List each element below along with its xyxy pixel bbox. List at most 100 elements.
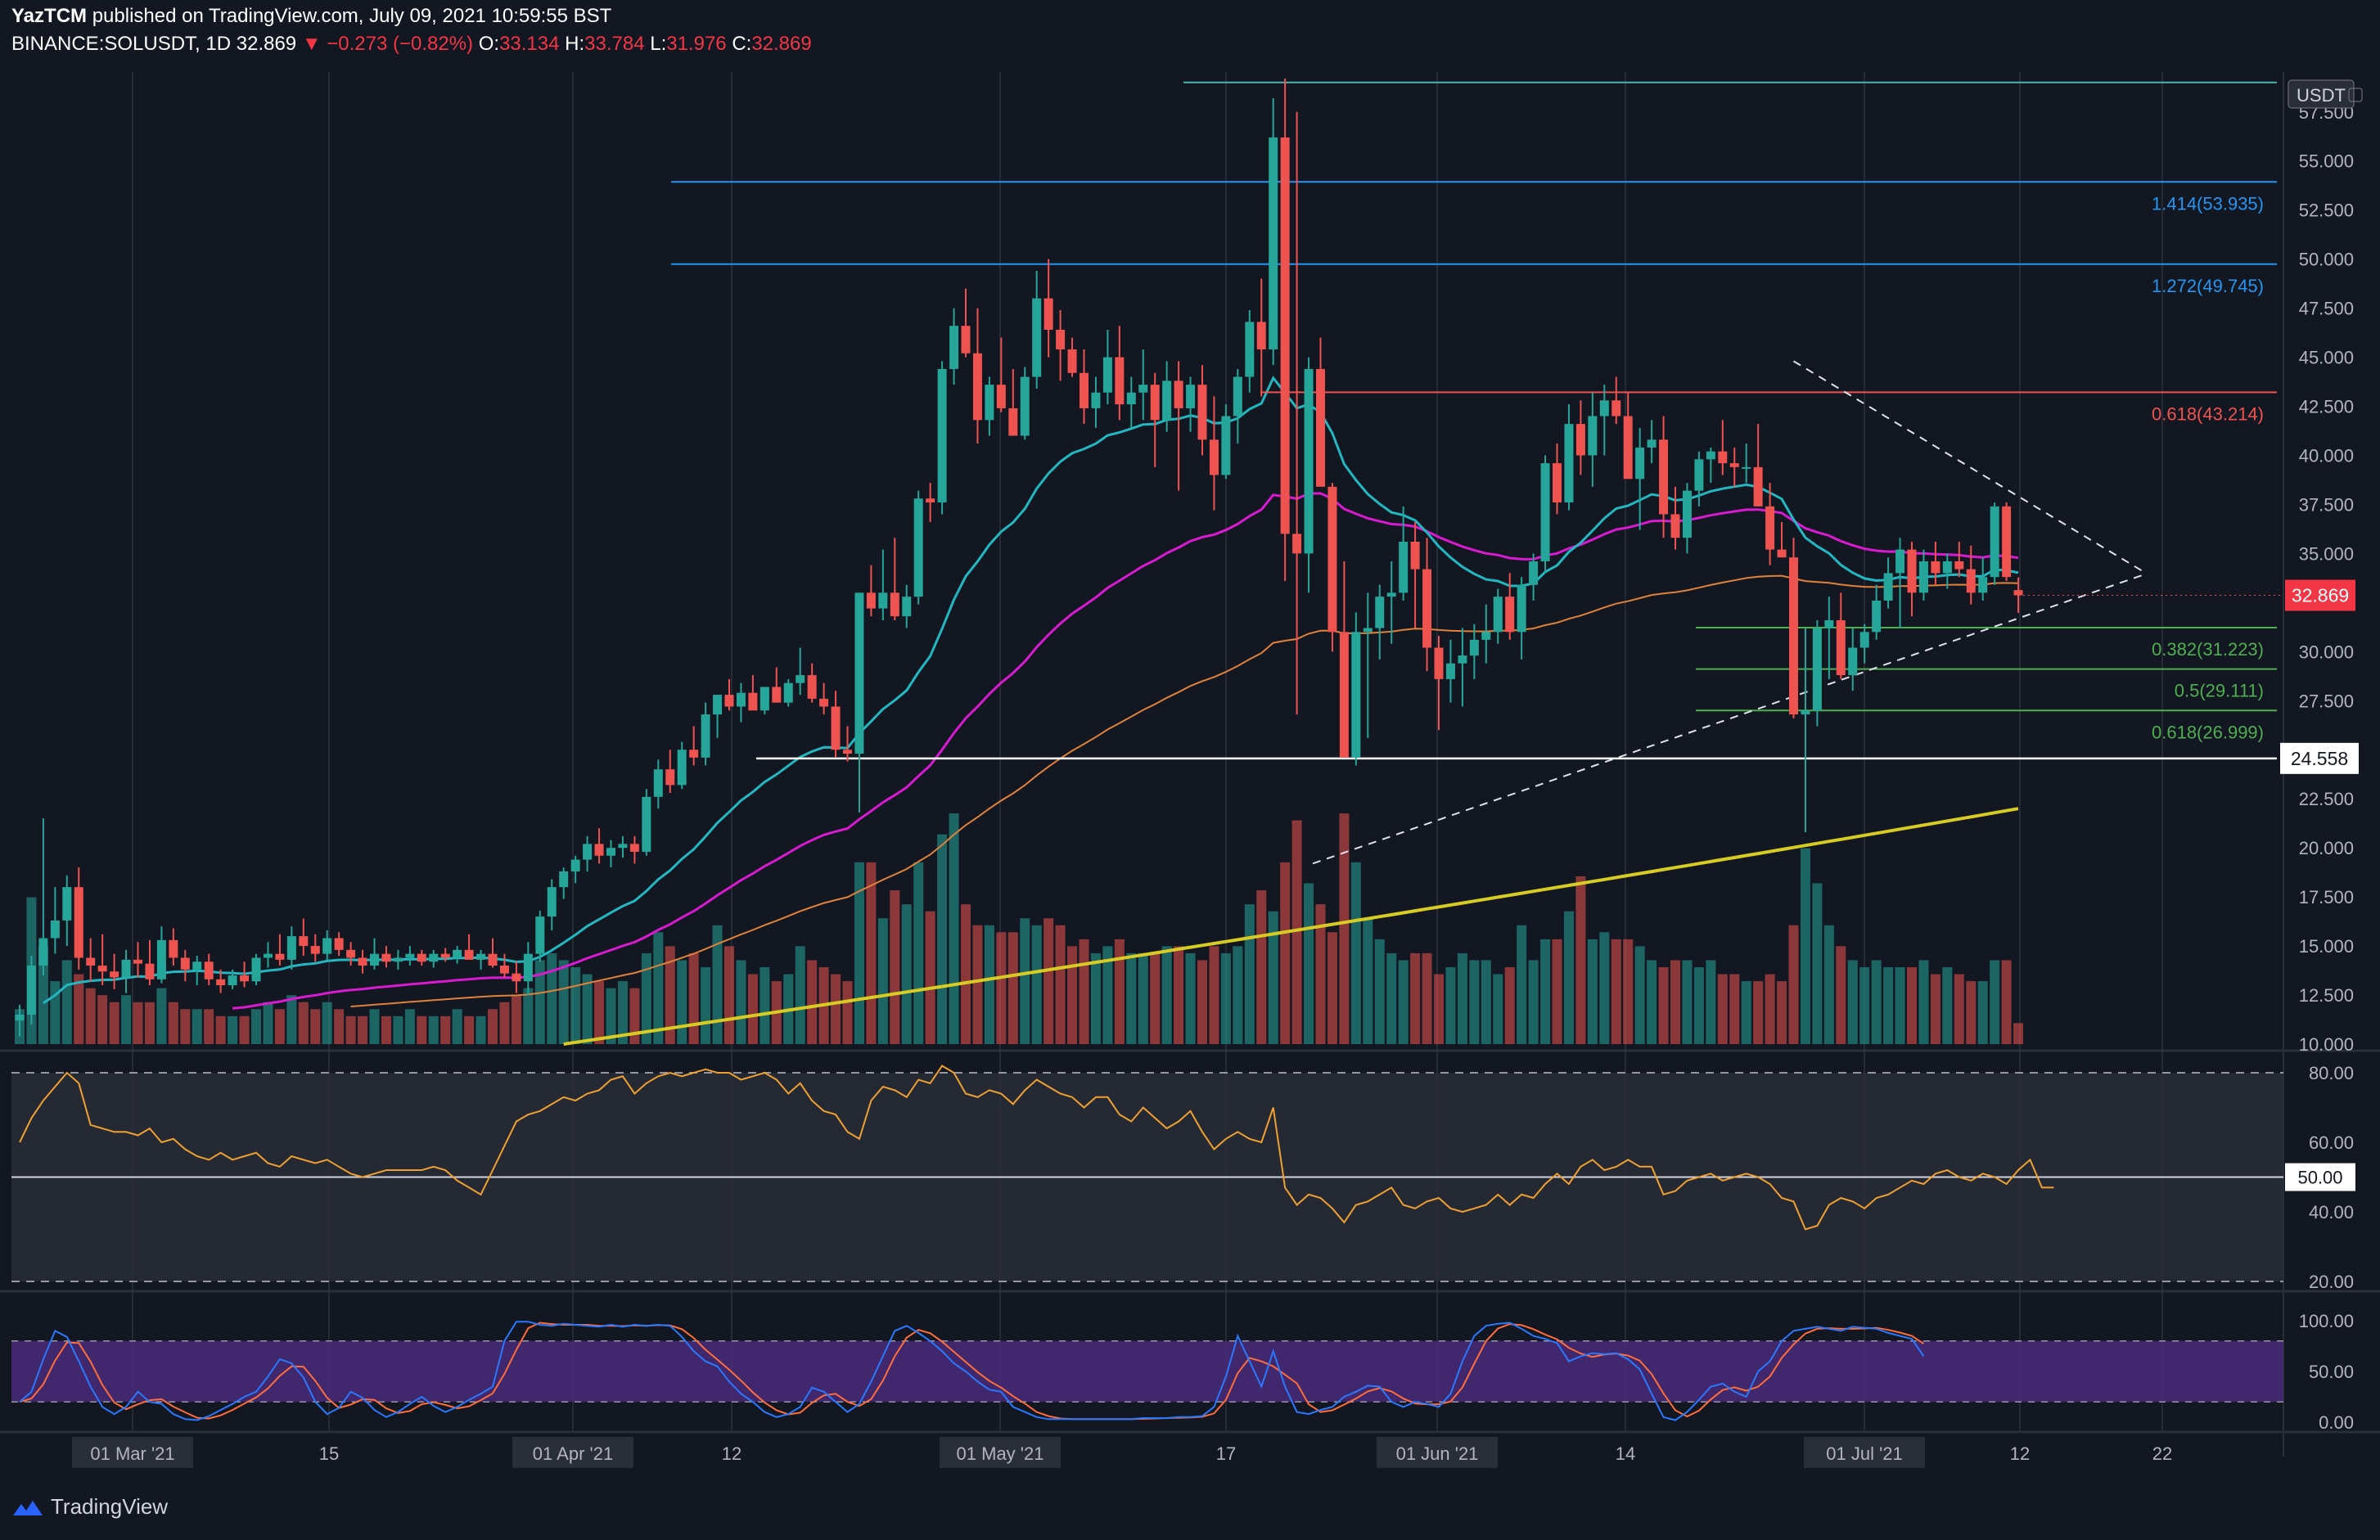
candle-body: [1056, 329, 1066, 349]
volume-bar: [310, 1009, 321, 1044]
volume-bar: [1079, 939, 1089, 1044]
candle-body: [1233, 376, 1242, 417]
candle-body: [381, 953, 391, 962]
candle-body: [559, 871, 569, 888]
volume-bar: [1859, 967, 1870, 1044]
volume-bar: [381, 1015, 391, 1044]
volume-bar: [85, 988, 96, 1044]
volume-bar: [807, 960, 818, 1044]
time-label-box: [72, 1437, 193, 1468]
high-label: H:: [565, 33, 585, 55]
stoch-tick-label: 100.00: [2299, 1311, 2354, 1331]
volume-bar: [1729, 974, 1740, 1044]
candle-body: [736, 692, 746, 707]
volume-bar: [996, 932, 1007, 1044]
candle-body: [1080, 372, 1089, 408]
volume-bar: [1693, 967, 1704, 1044]
candle-body: [1044, 298, 1053, 330]
stoch-k-line: [19, 1321, 1925, 1421]
tradingview-brand[interactable]: TradingView: [11, 1494, 168, 1520]
volume-bar: [369, 1009, 380, 1044]
candle-body: [1848, 647, 1858, 676]
support-badge: [2280, 742, 2359, 774]
volume-bar: [558, 960, 569, 1044]
volume-bar: [180, 1009, 191, 1044]
volume-bar: [1883, 967, 1894, 1044]
volume-bar: [1823, 925, 1834, 1044]
volume-bar: [1434, 974, 1444, 1044]
candle-body: [216, 979, 226, 986]
price-tick-label: 55.000: [2299, 151, 2354, 172]
candle-body: [1789, 557, 1798, 715]
low-value: 31.976: [666, 33, 727, 55]
volume-bar: [1044, 918, 1054, 1044]
volume-bar: [688, 952, 699, 1044]
volume-bar: [795, 946, 805, 1044]
candle-body: [499, 966, 509, 974]
rsi-tick-label: 80.00: [2309, 1063, 2354, 1083]
volume-bar: [511, 995, 521, 1044]
volume-bar: [1280, 862, 1291, 1044]
price-tick-label: 22.500: [2299, 789, 2354, 809]
candle-body: [429, 953, 439, 962]
price-tick-label: 47.500: [2299, 299, 2354, 319]
volume-bar: [701, 967, 711, 1044]
candle-body: [1115, 357, 1125, 405]
volume-bar: [1090, 952, 1101, 1044]
candle-body: [192, 961, 202, 970]
volume-bar: [1517, 925, 1527, 1044]
volume-bar: [1907, 967, 1917, 1044]
open-label: O:: [478, 33, 500, 55]
time-tick-label: 15: [319, 1443, 339, 1464]
price-tick-label: 52.500: [2299, 200, 2354, 221]
volume-bar: [1386, 952, 1397, 1044]
candle-body: [1872, 600, 1882, 633]
time-tick-label: 14: [1616, 1443, 1635, 1464]
candle-body: [1659, 439, 1669, 515]
candle-body: [629, 844, 639, 852]
volume-bar: [1942, 967, 1953, 1044]
candle-body: [393, 957, 403, 962]
volume-bar: [653, 932, 664, 1044]
time-tick-label: 01 May '21: [957, 1443, 1044, 1464]
currency-label: USDT: [2297, 85, 2346, 106]
time-tick-label: 01 Jun '21: [1396, 1443, 1479, 1464]
volume-bar: [877, 918, 888, 1044]
candle-body: [1694, 459, 1704, 491]
volume-bars: [15, 813, 2024, 1044]
candle-body: [1812, 628, 1822, 711]
candle-body: [1327, 486, 1337, 633]
candle-body: [1517, 584, 1526, 633]
volume-bar: [1291, 820, 1302, 1044]
volume-bar: [215, 1015, 226, 1044]
volume-bar: [1528, 960, 1539, 1044]
volume-bar: [831, 974, 841, 1044]
candle-body: [1126, 392, 1136, 405]
candle-body: [949, 326, 959, 369]
candle-body: [1008, 408, 1018, 436]
price-tick-label: 30.000: [2299, 642, 2354, 662]
brand-name: TradingView: [51, 1494, 169, 1519]
price-tick-label: 15.000: [2299, 936, 2354, 957]
price-tick-label: 50.000: [2299, 250, 2354, 270]
volume-bar: [133, 1002, 143, 1044]
volume-bar: [168, 1002, 178, 1044]
volume-bar: [1350, 862, 1361, 1044]
volume-bar: [251, 1009, 261, 1044]
volume-bar: [984, 925, 994, 1044]
volume-bar: [499, 1002, 510, 1044]
volume-bar: [1504, 967, 1515, 1044]
volume-bar: [1315, 904, 1326, 1044]
candle-body: [1931, 561, 1941, 574]
stoch-tick-label: 0.00: [2319, 1412, 2354, 1433]
candle-body: [1777, 549, 1787, 558]
candle-body: [251, 957, 261, 982]
candle-body: [1611, 400, 1621, 417]
volume-bar: [358, 1015, 368, 1044]
volume-bar: [97, 995, 108, 1044]
volume-bar: [1611, 939, 1621, 1044]
candle-body: [1729, 463, 1739, 467]
candle-body: [358, 957, 367, 966]
candle-body: [1505, 597, 1515, 633]
